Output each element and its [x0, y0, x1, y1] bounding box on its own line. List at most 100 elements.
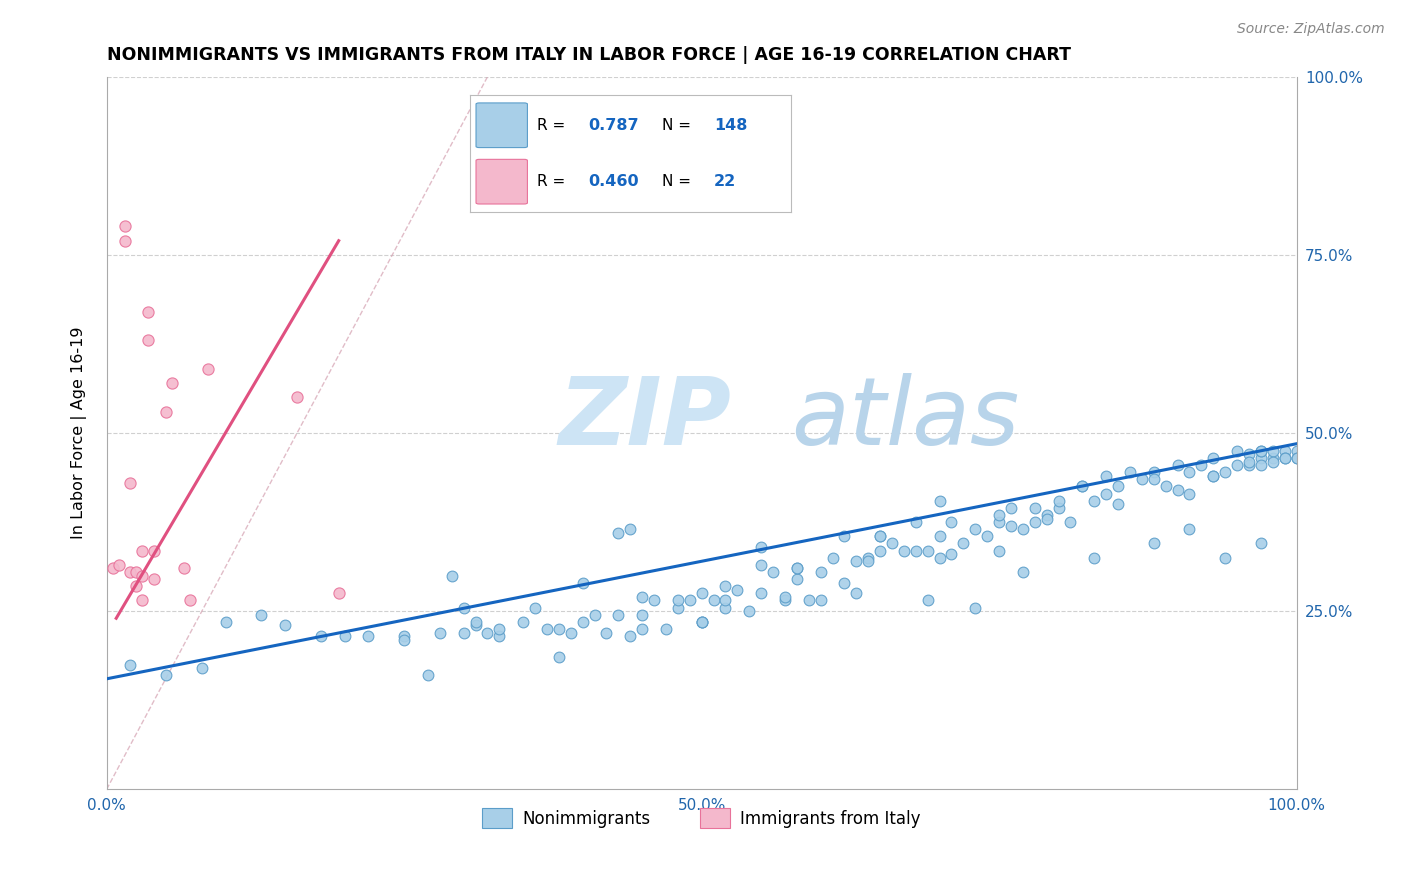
Point	[131, 543, 153, 558]
Point	[125, 565, 148, 579]
Point	[714, 579, 737, 593]
Point	[536, 622, 558, 636]
Point	[869, 529, 891, 543]
Point	[274, 618, 297, 632]
Point	[160, 376, 183, 391]
Point	[786, 561, 808, 575]
Point	[773, 590, 796, 604]
Point	[1189, 458, 1212, 472]
Point	[655, 622, 678, 636]
Point	[821, 550, 844, 565]
Point	[1167, 483, 1189, 497]
Point	[749, 586, 772, 600]
Point	[1012, 522, 1035, 536]
Point	[1285, 443, 1308, 458]
Point	[1167, 458, 1189, 472]
Text: Source: ZipAtlas.com: Source: ZipAtlas.com	[1237, 22, 1385, 37]
Point	[107, 558, 129, 572]
Point	[786, 572, 808, 586]
Point	[845, 554, 868, 568]
Point	[477, 625, 499, 640]
Point	[1095, 468, 1118, 483]
Point	[392, 632, 415, 647]
Point	[810, 565, 832, 579]
Point	[1213, 550, 1236, 565]
Text: atlas: atlas	[790, 374, 1019, 465]
Point	[547, 622, 569, 636]
Legend: Nonimmigrants, Immigrants from Italy: Nonimmigrants, Immigrants from Italy	[475, 802, 928, 834]
Point	[1035, 511, 1057, 525]
Point	[631, 622, 654, 636]
Point	[440, 568, 463, 582]
Point	[928, 529, 950, 543]
Point	[488, 622, 510, 636]
Point	[1261, 450, 1284, 465]
Point	[773, 593, 796, 607]
Point	[173, 561, 195, 575]
Point	[690, 615, 713, 629]
Point	[136, 305, 159, 319]
Point	[1178, 486, 1201, 500]
Point	[392, 629, 415, 643]
Point	[976, 529, 998, 543]
Point	[120, 657, 142, 672]
Point	[690, 615, 713, 629]
Point	[679, 593, 702, 607]
Point	[1107, 479, 1129, 493]
Point	[1143, 472, 1166, 486]
Point	[834, 529, 856, 543]
Point	[155, 405, 177, 419]
Point	[1250, 450, 1272, 465]
Point	[1024, 515, 1046, 529]
Point	[583, 607, 606, 622]
Point	[965, 600, 987, 615]
Point	[1047, 500, 1070, 515]
Point	[786, 561, 808, 575]
Point	[1250, 458, 1272, 472]
Point	[928, 493, 950, 508]
Text: ZIP: ZIP	[558, 373, 731, 465]
Point	[988, 543, 1011, 558]
Point	[714, 593, 737, 607]
Point	[191, 661, 214, 675]
Point	[1274, 450, 1296, 465]
Point	[1095, 486, 1118, 500]
Point	[880, 536, 903, 550]
Point	[453, 600, 475, 615]
Point	[749, 558, 772, 572]
Point	[328, 586, 350, 600]
Point	[988, 508, 1011, 522]
Point	[1047, 493, 1070, 508]
Point	[1202, 450, 1225, 465]
Point	[114, 234, 136, 248]
Point	[797, 593, 820, 607]
Y-axis label: In Labor Force | Age 16-19: In Labor Force | Age 16-19	[72, 326, 87, 540]
Point	[702, 593, 724, 607]
Point	[309, 629, 332, 643]
Point	[179, 593, 201, 607]
Point	[1261, 454, 1284, 468]
Point	[1107, 497, 1129, 511]
Point	[1035, 508, 1057, 522]
Point	[904, 515, 927, 529]
Point	[619, 629, 641, 643]
Point	[1261, 443, 1284, 458]
Point	[1202, 468, 1225, 483]
Point	[1154, 479, 1177, 493]
Point	[941, 515, 963, 529]
Point	[488, 629, 510, 643]
Point	[1250, 443, 1272, 458]
Point	[136, 334, 159, 348]
Point	[917, 593, 939, 607]
Point	[1226, 443, 1249, 458]
Point	[762, 565, 785, 579]
Point	[810, 593, 832, 607]
Point	[114, 219, 136, 234]
Point	[155, 668, 177, 682]
Point	[1178, 465, 1201, 479]
Point	[215, 615, 238, 629]
Point	[690, 586, 713, 600]
Point	[143, 543, 166, 558]
Point	[965, 522, 987, 536]
Point	[1143, 536, 1166, 550]
